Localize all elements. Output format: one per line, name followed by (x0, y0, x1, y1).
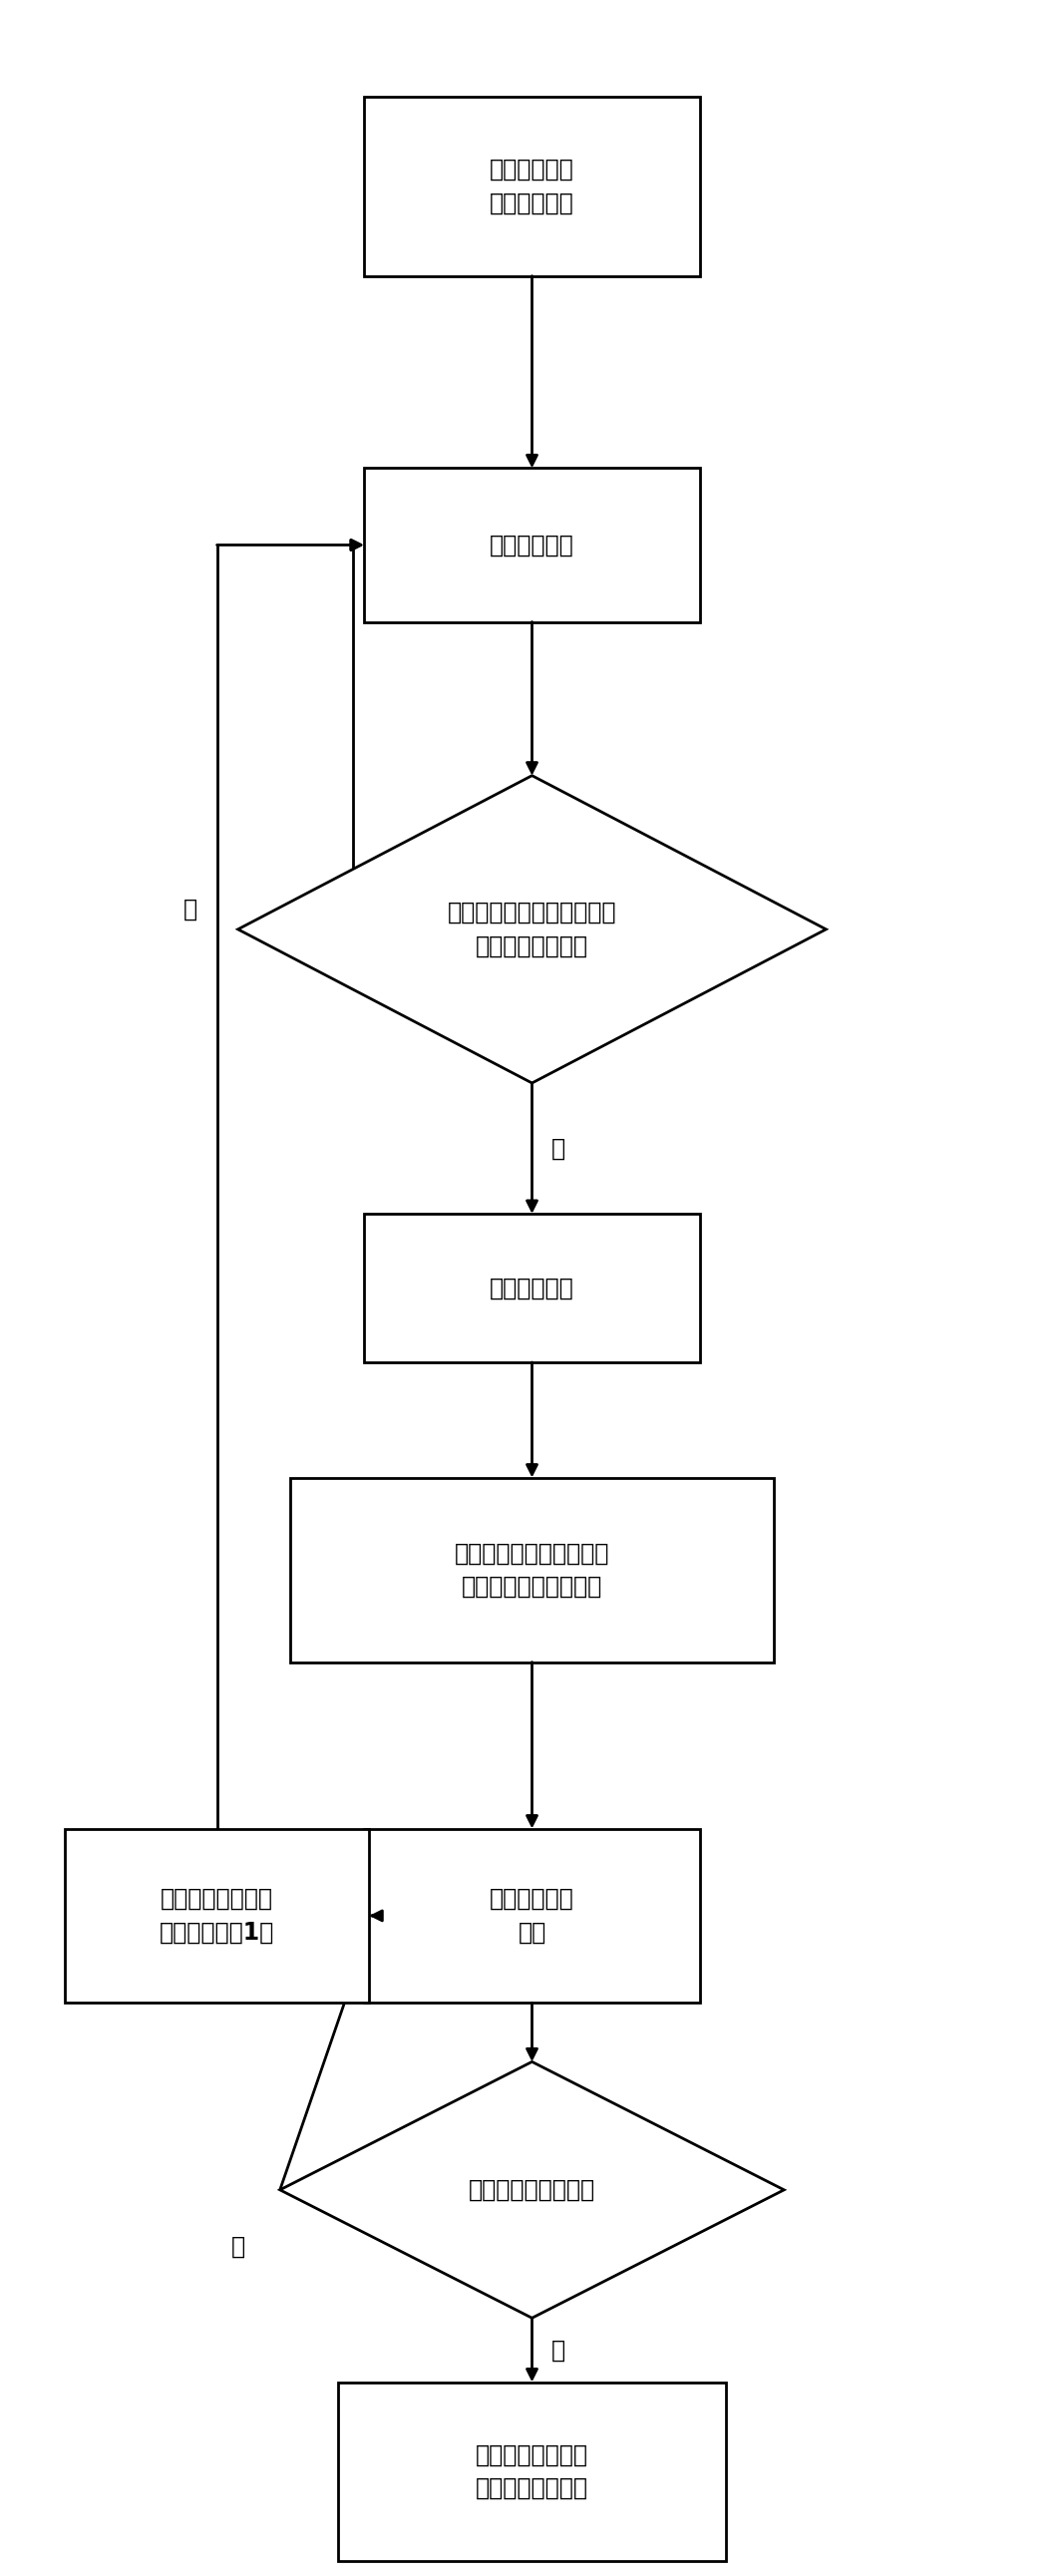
Text: 否: 否 (184, 896, 198, 920)
FancyBboxPatch shape (337, 2383, 727, 2561)
Polygon shape (280, 2061, 784, 2318)
Text: 关键故障扫描: 关键故障扫描 (489, 533, 575, 556)
Text: 是: 是 (551, 2339, 565, 2362)
FancyBboxPatch shape (364, 469, 700, 621)
Text: 目标电网典型
运行方式数据: 目标电网典型 运行方式数据 (489, 157, 575, 214)
Text: 否: 否 (231, 2233, 245, 2259)
FancyBboxPatch shape (290, 1479, 774, 1662)
Text: 换流站母线电压低于设定值
的时间大于门槛值: 换流站母线电压低于设定值 的时间大于门槛值 (448, 902, 616, 958)
Text: 是否造成直流闭锁？: 是否造成直流闭锁？ (468, 2177, 596, 2202)
Text: 关键机组排序: 关键机组排序 (489, 1275, 575, 1301)
Text: 基于交直流连锁故
障的最小开机方式: 基于交直流连锁故 障的最小开机方式 (476, 2442, 588, 2501)
Text: 是: 是 (551, 1136, 565, 1159)
FancyBboxPatch shape (364, 98, 700, 276)
Text: 计算机组开关前后换流站
短路电流变化值并排序: 计算机组开关前后换流站 短路电流变化值并排序 (454, 1540, 610, 1600)
Text: 关键故障时域
仿真: 关键故障时域 仿真 (489, 1888, 575, 1945)
FancyBboxPatch shape (364, 1213, 700, 1363)
FancyBboxPatch shape (65, 1829, 369, 2002)
Text: 根据关键机组排序
增开关键机组1台: 根据关键机组排序 增开关键机组1台 (160, 1888, 275, 1945)
FancyBboxPatch shape (364, 1829, 700, 2002)
Polygon shape (238, 775, 826, 1082)
